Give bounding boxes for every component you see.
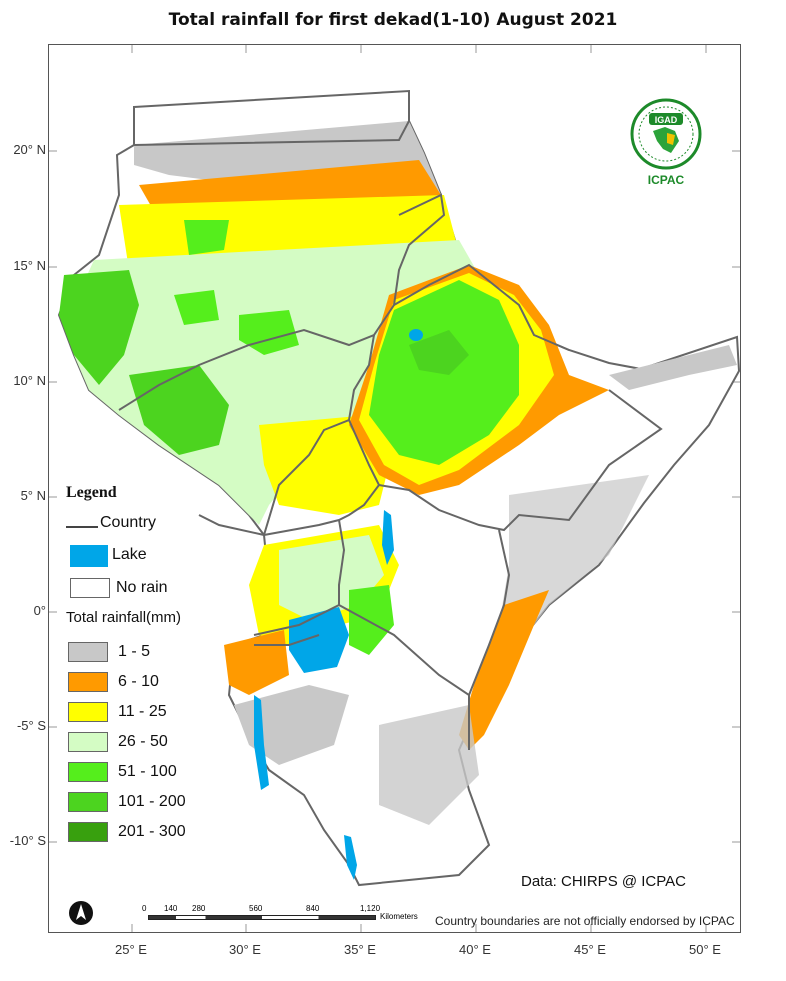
lat-label-15n: 15° N xyxy=(13,258,46,273)
zone-gray-horn xyxy=(609,345,737,390)
zone-green-west xyxy=(59,270,139,385)
lake-malawi xyxy=(344,835,357,880)
north-arrow-icon xyxy=(69,901,93,925)
zone-yellow-south-sudan xyxy=(259,415,389,515)
zone-gray-tz-east xyxy=(379,705,479,825)
scale-tick-280: 280 xyxy=(192,904,206,913)
scale-bar: 0 140 280 560 840 1,120 Kilometers xyxy=(142,904,432,924)
lat-label-20n: 20° N xyxy=(13,142,46,157)
scale-tick-560: 560 xyxy=(249,904,263,913)
class-label-1: 1 - 5 xyxy=(118,643,151,660)
map-frame: IGAD ICPAC xyxy=(48,44,741,933)
legend-total-rainfall-title: Total rainfall(mm) xyxy=(66,609,182,626)
zone-light-green-central xyxy=(69,240,479,525)
igad-badge-text: IGAD xyxy=(655,115,678,125)
class-swatch-3 xyxy=(68,702,108,722)
lake-turkana xyxy=(382,510,394,565)
scale-tick-840: 840 xyxy=(306,904,320,913)
lon-label-30e: 30° E xyxy=(229,942,261,957)
scale-unit: Kilometers xyxy=(380,912,418,921)
lat-label-10s: -10° S xyxy=(9,833,46,848)
country-line-icon xyxy=(66,526,98,528)
zone-green-patch-2 xyxy=(174,290,219,325)
data-credit: Data: CHIRPS @ ICPAC xyxy=(521,873,686,890)
lon-label-45e: 45° E xyxy=(574,942,606,957)
lon-label-40e: 40° E xyxy=(459,942,491,957)
lat-label-10n: 10° N xyxy=(13,373,46,388)
class-swatch-6 xyxy=(68,792,108,812)
lon-label-25e: 25° E xyxy=(115,942,147,957)
lat-label-5n: 5° N xyxy=(20,488,46,503)
lon-label-50e: 50° E xyxy=(689,942,721,957)
lon-label-35e: 35° E xyxy=(344,942,376,957)
legend-title: Legend xyxy=(66,484,117,501)
lat-label-5s: -5° S xyxy=(16,718,46,733)
icpac-logo-text: ICPAC xyxy=(647,173,685,187)
boundary-disclaimer: Country boundaries are not officially en… xyxy=(435,914,735,928)
icpac-logo: IGAD ICPAC xyxy=(629,97,703,187)
zone-orange-somalia-coast xyxy=(459,590,549,750)
lake-tana xyxy=(409,329,423,341)
legend-country-label: Country xyxy=(100,514,157,531)
lat-label-0: 0° xyxy=(33,603,46,618)
zone-green-patch-3 xyxy=(184,220,229,255)
class-label-7: 201 - 300 xyxy=(118,823,186,840)
no-rain-swatch xyxy=(70,578,110,598)
legend-lake-label: Lake xyxy=(112,546,147,563)
scale-bar-graphic xyxy=(148,915,376,920)
zone-orange-lakes xyxy=(224,630,289,695)
class-label-6: 101 - 200 xyxy=(118,793,186,810)
class-label-4: 26 - 50 xyxy=(118,733,168,750)
lake-swatch xyxy=(70,545,108,567)
scale-tick-1120: 1,120 xyxy=(360,904,381,913)
legend-no-rain-label: No rain xyxy=(116,579,168,596)
rainfall-map xyxy=(49,45,740,932)
class-swatch-2 xyxy=(68,672,108,692)
igad-emblem-icon: IGAD xyxy=(630,98,702,170)
class-swatch-4 xyxy=(68,732,108,752)
class-label-2: 6 - 10 xyxy=(118,673,159,690)
map-title: Total rainfall for first dekad(1-10) Aug… xyxy=(168,10,618,30)
zone-darkgreen-eth xyxy=(409,330,469,375)
zone-green-lakeside xyxy=(349,585,394,655)
class-swatch-7 xyxy=(68,822,108,842)
class-swatch-1 xyxy=(68,642,108,662)
class-label-5: 51 - 100 xyxy=(118,763,177,780)
lake-tanganyika xyxy=(254,695,269,790)
class-swatch-5 xyxy=(68,762,108,782)
scale-tick-0: 0 xyxy=(142,904,147,913)
country-borders xyxy=(118,120,663,750)
scale-tick-140: 140 xyxy=(164,904,178,913)
class-label-3: 11 - 25 xyxy=(118,703,167,720)
